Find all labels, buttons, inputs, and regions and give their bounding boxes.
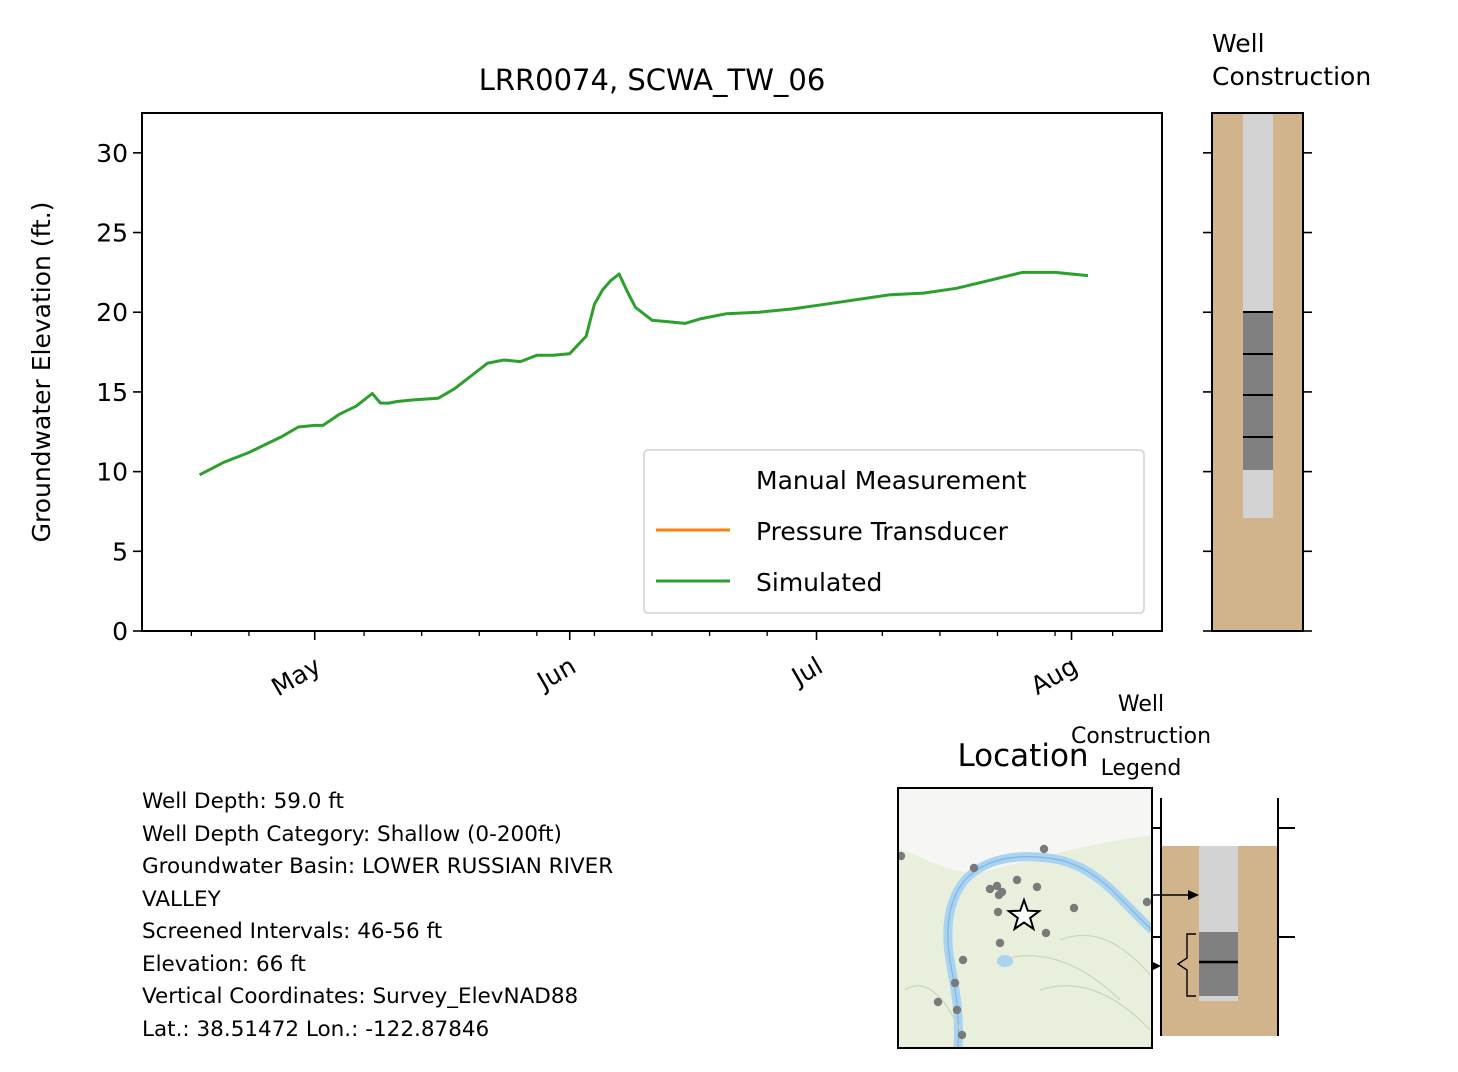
info-basin-cont: VALLEY bbox=[142, 886, 221, 912]
other-well-dot bbox=[898, 851, 906, 861]
legend-title-line: Well bbox=[1118, 692, 1164, 717]
map-land bbox=[898, 835, 1152, 1048]
well-info-block: Well Depth: 59.0 ft Well Depth Category:… bbox=[142, 786, 613, 1046]
map-pond bbox=[997, 955, 1013, 967]
legend-label: Pressure Transducer bbox=[756, 517, 1009, 546]
other-well-dot bbox=[1069, 903, 1079, 913]
well-construction-chart: Well Construction bbox=[1203, 29, 1371, 632]
hydrograph-chart: LRR0074, SCWA_TW_06 Groundwater Elevation… bbox=[27, 63, 1163, 702]
screen-pointer-head bbox=[1151, 961, 1161, 971]
info-screened-intervals: Screened Intervals: 46-56 ft bbox=[142, 919, 443, 944]
x-tick-label: Jun bbox=[531, 651, 581, 697]
series-line-simulated bbox=[198, 270, 1089, 477]
y-tick-label: 30 bbox=[96, 139, 128, 168]
info-well-depth: Well Depth: 59.0 ft bbox=[142, 789, 344, 814]
y-tick-label: 10 bbox=[96, 458, 128, 487]
other-well-dot bbox=[1032, 882, 1042, 892]
other-well-dot bbox=[957, 1030, 967, 1040]
well-title-line: Construction bbox=[1212, 62, 1371, 91]
info-vertical-coords: Vertical Coordinates: Survey_ElevNAD88 bbox=[142, 984, 579, 1009]
other-well-dot bbox=[933, 997, 943, 1007]
other-well-dot bbox=[1039, 844, 1049, 854]
x-tick-label: Aug bbox=[1026, 651, 1083, 701]
other-well-dot bbox=[1041, 928, 1051, 938]
info-depth-category: Well Depth Category: Shallow (0-200ft) bbox=[142, 821, 562, 847]
other-well-dot bbox=[952, 1005, 962, 1015]
legend-title-line: Legend bbox=[1101, 756, 1182, 781]
y-tick-label: 0 bbox=[112, 617, 128, 646]
other-well-dot bbox=[993, 907, 1003, 917]
legend-title-line: Construction bbox=[1071, 724, 1211, 749]
y-tick-label: 15 bbox=[96, 378, 128, 407]
other-well-dot bbox=[1012, 875, 1022, 885]
map-frame bbox=[897, 787, 1153, 1049]
legend-box bbox=[643, 449, 1145, 614]
location-map: Location bbox=[897, 738, 1153, 1049]
other-well-dot bbox=[969, 863, 979, 873]
other-well-dot bbox=[958, 955, 968, 965]
x-tick-label: Jul bbox=[785, 651, 827, 692]
well-construction-legend: Well Construction Legend bbox=[1071, 692, 1295, 1036]
well-frame bbox=[1211, 112, 1304, 632]
x-tick-label: May bbox=[266, 651, 325, 702]
y-tick-label: 5 bbox=[112, 537, 128, 566]
map-contour bbox=[1039, 985, 1151, 1031]
info-basin: Groundwater Basin: LOWER RUSSIAN RIVER bbox=[142, 854, 614, 879]
map-contour bbox=[999, 955, 1121, 1001]
map-title: Location bbox=[957, 738, 1088, 774]
y-tick-label: 25 bbox=[96, 219, 128, 248]
well-screen bbox=[1243, 312, 1273, 470]
other-well-dot bbox=[950, 978, 960, 988]
info-elevation: Elevation: 66 ft bbox=[142, 951, 306, 977]
chart-title: LRR0074, SCWA_TW_06 bbox=[479, 63, 826, 97]
other-well-dot bbox=[995, 938, 1005, 948]
legend-label: Simulated bbox=[756, 568, 882, 597]
other-well-dot bbox=[992, 881, 1002, 891]
screen-bracket bbox=[1176, 933, 1196, 997]
map-content bbox=[898, 788, 1152, 1048]
map-contour bbox=[904, 985, 961, 1031]
legend-screen bbox=[1199, 932, 1238, 996]
well-title-line: Well bbox=[1212, 29, 1265, 58]
other-well-dot bbox=[994, 890, 1004, 900]
other-well-dot bbox=[1142, 897, 1152, 907]
y-axis-label: Groundwater Elevation (ft.) bbox=[27, 202, 56, 543]
info-lat-lon: Lat.: 38.51472 Lon.: -122.87846 bbox=[142, 1016, 490, 1042]
casing-pointer-head bbox=[1188, 890, 1199, 900]
other-well-dot bbox=[985, 884, 995, 894]
legend-label: Manual Measurement bbox=[756, 466, 1027, 495]
y-tick-label: 20 bbox=[96, 298, 128, 327]
map-contour bbox=[1059, 934, 1151, 976]
well-location-star bbox=[1005, 897, 1043, 932]
